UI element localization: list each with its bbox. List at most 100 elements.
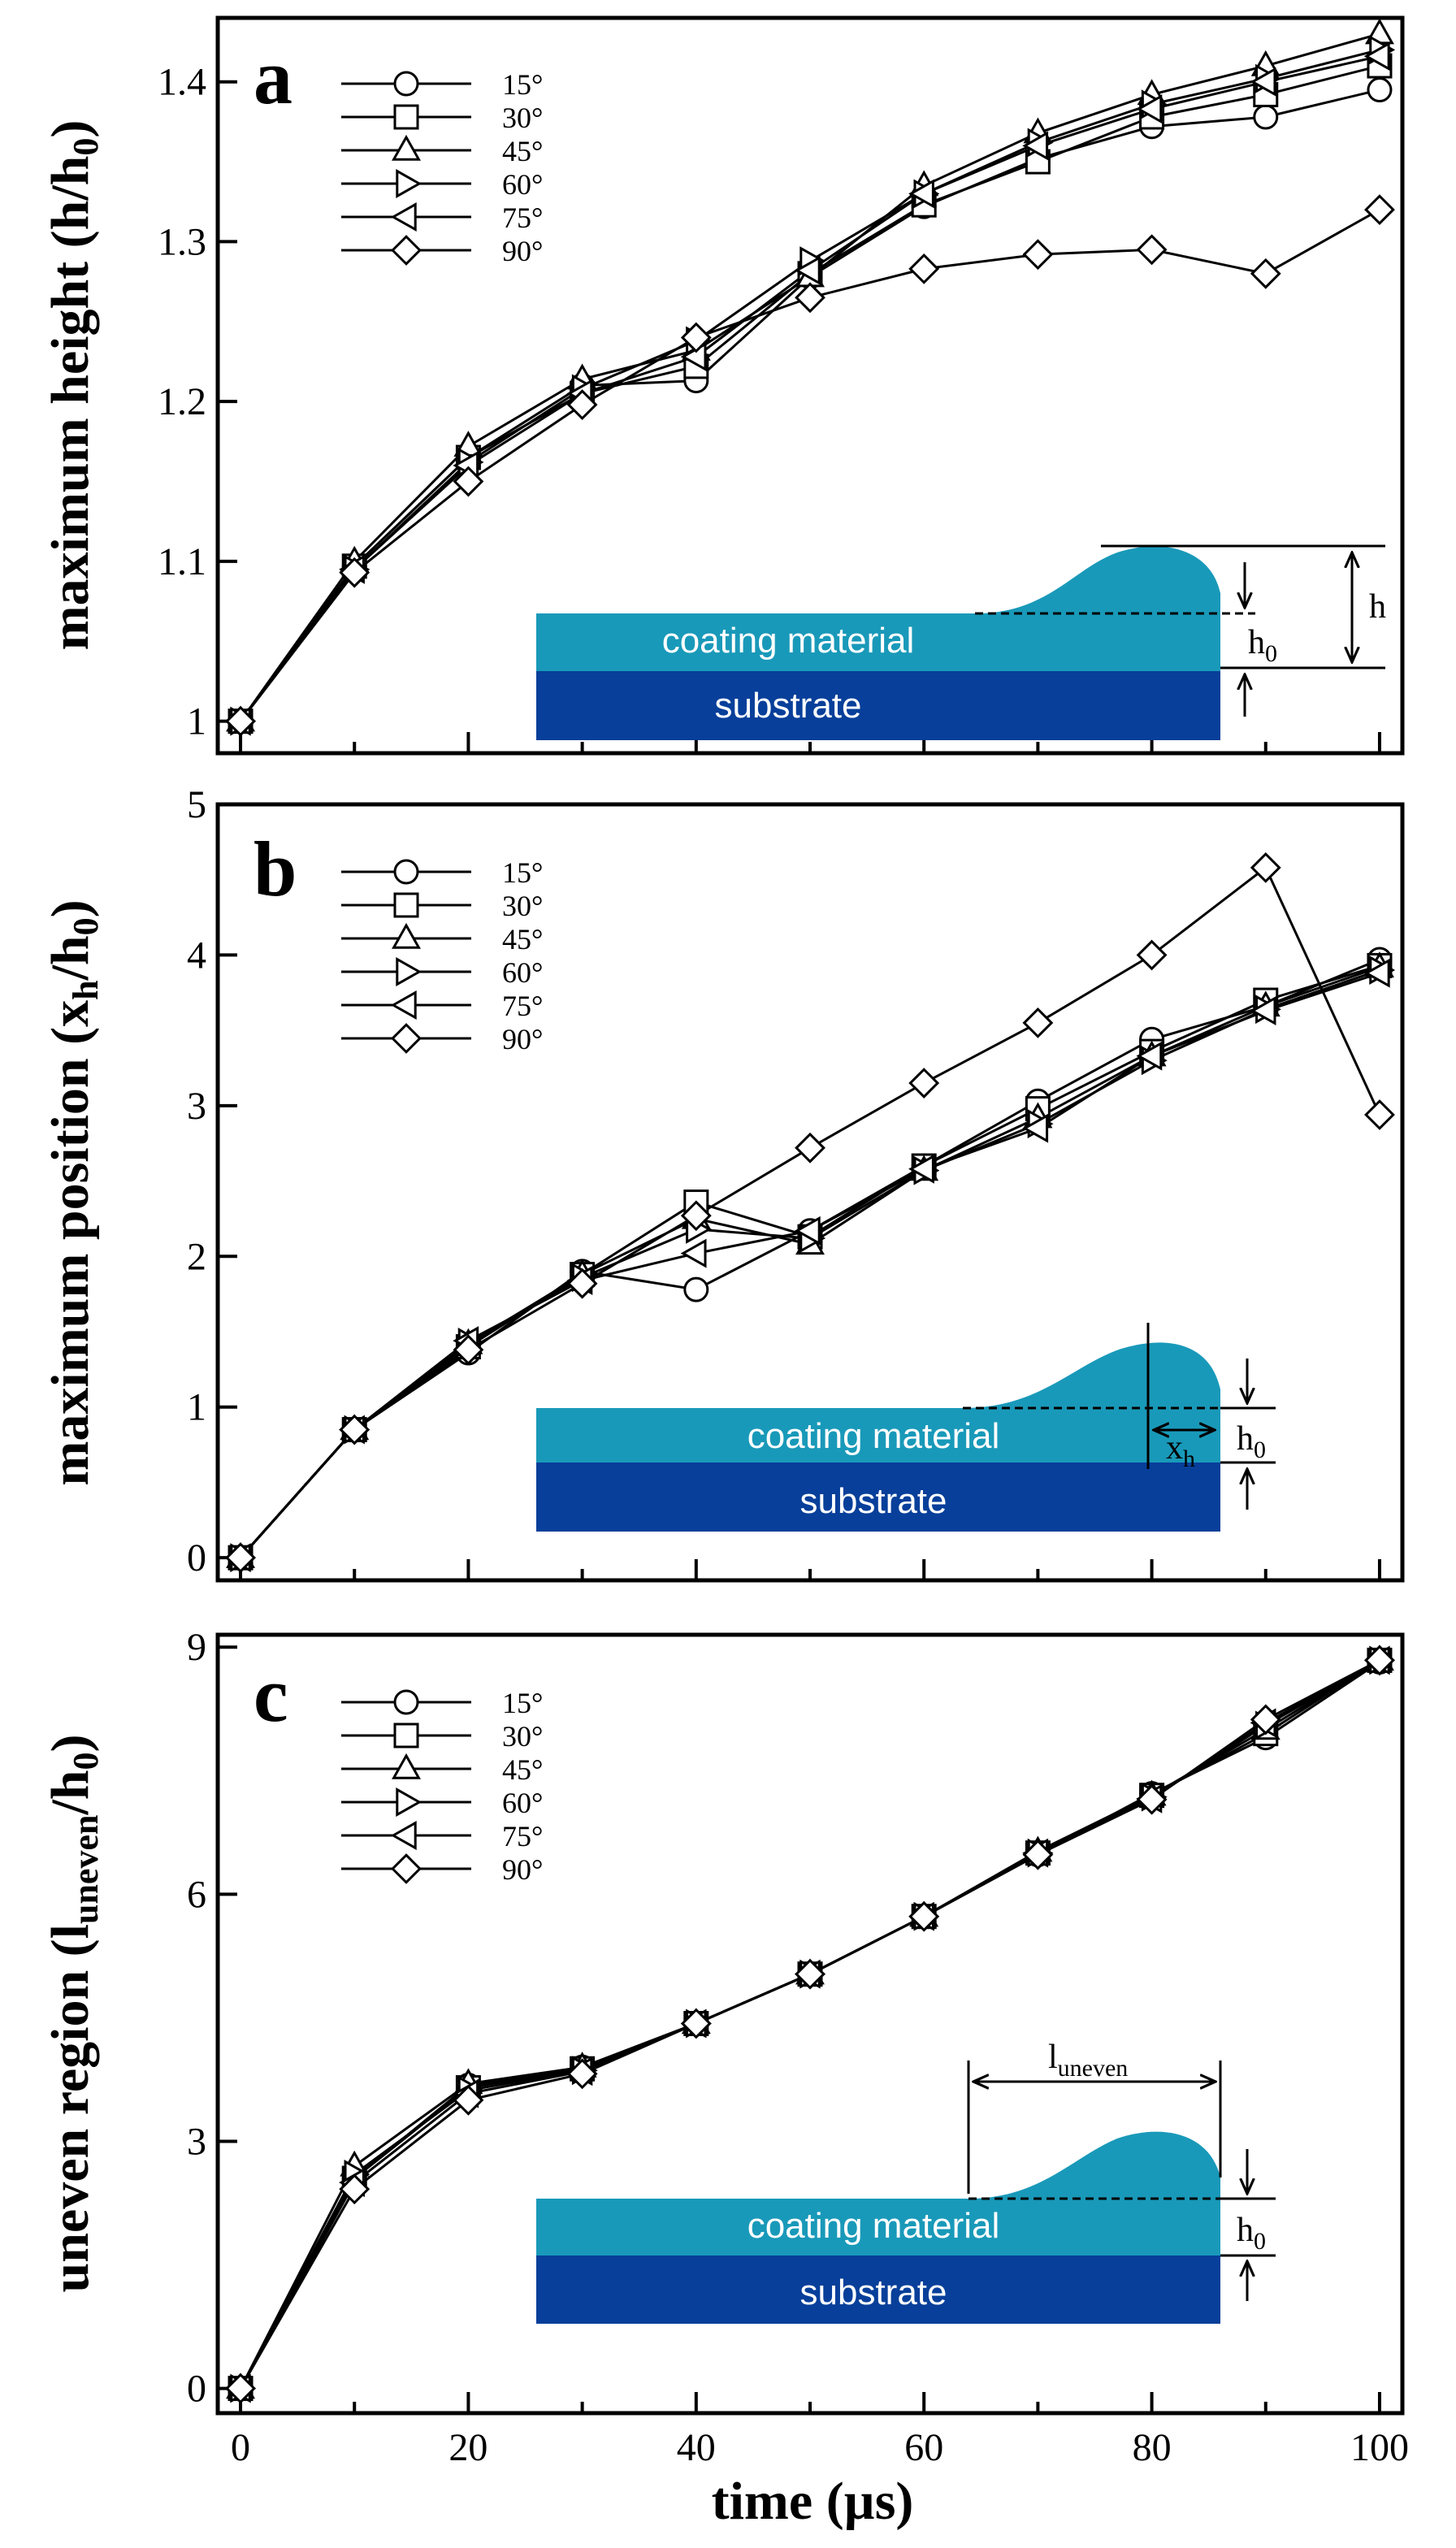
y-tick-label: 4: [187, 934, 206, 977]
x-tick-label: 100: [1350, 2426, 1409, 2469]
panel-letter: a: [254, 33, 292, 120]
data-point: [225, 1542, 256, 1574]
data-point: [1136, 939, 1168, 971]
legend-label: 30°: [502, 890, 543, 922]
series-layer: [224, 852, 1396, 1574]
y-tick-label: 1: [187, 700, 206, 743]
data-point: [1022, 239, 1054, 271]
legend-marker: [391, 1023, 422, 1054]
legend-marker: [393, 859, 419, 885]
data-point: [225, 705, 256, 737]
y-axis-title: maximum position (xh/h0): [41, 899, 106, 1485]
data-point: [908, 1154, 934, 1184]
inset-schematic: coating material substrate luneven h0: [536, 2039, 1276, 2324]
data-point: [908, 1900, 940, 1932]
data-point: [680, 1200, 712, 1232]
y-ticks: 0 3 6 9: [187, 1626, 237, 2411]
luneven-main: l: [1048, 2039, 1058, 2076]
y-axis-title-tail2: ): [41, 1735, 100, 1753]
x-tick-label: 80: [1133, 2426, 1172, 2469]
coating-layer: [536, 1408, 1220, 1462]
data-point: [1250, 258, 1281, 289]
coating-label: coating material: [748, 2206, 1000, 2246]
y-tick-label: 1.2: [158, 380, 206, 423]
y-axis-title-tail: /h: [41, 1770, 100, 1815]
xh-label: xh: [1166, 1429, 1195, 1472]
data-point: [1022, 1839, 1054, 1870]
coating-bump: [968, 2131, 1220, 2202]
y-tick-label: 0: [187, 2368, 206, 2411]
y-tick-label: 0: [187, 1536, 206, 1580]
data-point: [566, 1268, 598, 1299]
y-axis-title-tail: ): [41, 120, 100, 138]
data-point: [1250, 852, 1281, 883]
data-point: [1022, 1113, 1049, 1143]
x-tick-label: 60: [904, 2426, 943, 2469]
y-tick-label: 3: [187, 1085, 206, 1128]
legend-label: 15°: [502, 1687, 543, 1719]
coating-bump: [975, 546, 1220, 618]
coating-layer: [536, 613, 1220, 671]
legend: 15°30°45°60°75°90°: [341, 68, 543, 267]
h0-sub: 0: [1254, 2228, 1266, 2255]
legend-marker: [390, 202, 417, 232]
data-point: [908, 1068, 940, 1098]
coating-bump: [963, 1342, 1220, 1412]
h0-label: h0: [1237, 2212, 1266, 2255]
data-point: [453, 2084, 484, 2116]
legend-label: 15°: [502, 856, 543, 889]
h0-label: h0: [1237, 1420, 1266, 1463]
y-axis-title: uneven region (luneven/h0): [41, 1735, 106, 2293]
legend: 15°30°45°60°75°90°: [341, 1687, 543, 1886]
panel-letter: b: [254, 826, 297, 912]
h0-main: h: [1248, 624, 1265, 661]
y-tick-label: 3: [187, 2120, 206, 2163]
legend-marker: [396, 957, 422, 986]
data-point: [1364, 1099, 1395, 1130]
data-point: [566, 389, 598, 421]
legend-marker: [390, 990, 417, 1020]
legend-label: 60°: [502, 168, 543, 201]
legend-marker: [392, 922, 421, 949]
x-tick-label: 0: [231, 2426, 250, 2469]
legend-label: 15°: [502, 68, 543, 101]
data-point: [453, 1334, 484, 1366]
h0-main: h: [1237, 2212, 1254, 2249]
data-point: [1136, 1041, 1163, 1071]
data-point: [794, 255, 821, 285]
data-point: [453, 466, 484, 497]
y-axis-title-sub2: 0: [66, 917, 106, 935]
data-point: [1363, 958, 1390, 988]
legend-marker: [390, 1821, 417, 1850]
y-axis-title-sub: h: [66, 980, 106, 999]
data-point: [1253, 104, 1279, 130]
y-ticks: 1 1.1 1.2 1.3 1.4: [158, 61, 237, 743]
data-point: [225, 2372, 256, 2404]
panel-letter: c: [254, 1651, 288, 1738]
legend-label: 75°: [502, 990, 543, 1022]
legend-marker: [392, 1753, 421, 1779]
legend-label: 60°: [502, 956, 543, 989]
h0-sub: 0: [1265, 640, 1277, 667]
xh-main: x: [1166, 1429, 1183, 1467]
y-axis-title-main: uneven region (l: [41, 1924, 100, 2292]
x-ticks: [239, 1559, 1381, 1580]
legend-marker: [393, 892, 419, 918]
substrate-layer: [536, 671, 1220, 740]
data-point: [795, 282, 826, 314]
legend-marker: [391, 235, 422, 266]
data-point: [795, 1958, 826, 1990]
data-point: [1250, 67, 1276, 97]
data-point: [1364, 1644, 1395, 1676]
coating-layer: [536, 2199, 1220, 2256]
inset-schematic: coating material substrate xh h0: [536, 1323, 1276, 1532]
data-point: [680, 2008, 712, 2039]
legend-marker: [392, 134, 421, 161]
data-point: [908, 253, 940, 284]
y-axis-title-tail2: ): [41, 899, 100, 917]
legend-marker: [391, 1853, 422, 1884]
legend-label: 30°: [502, 1720, 543, 1753]
